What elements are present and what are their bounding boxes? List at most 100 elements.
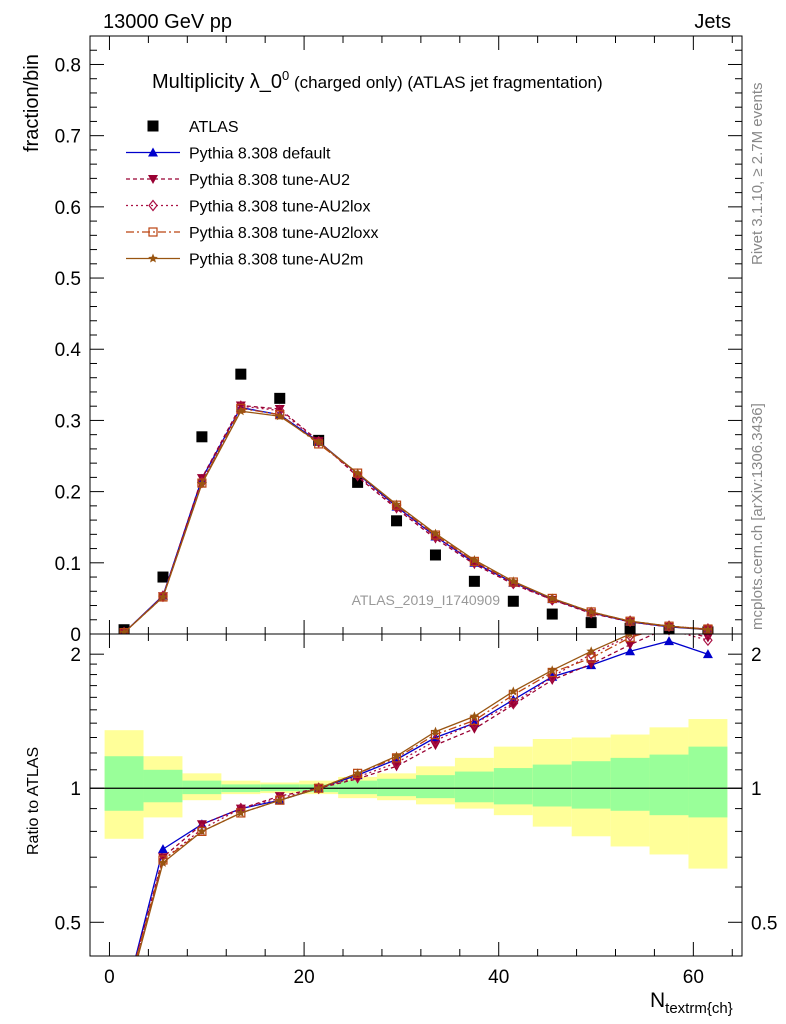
- band-inner-12: [571, 761, 611, 809]
- band-inner-15: [688, 746, 728, 818]
- main-point-5-0: [119, 627, 129, 634]
- ratio-axes: 0.5 0.51 12 20 20 40 60: [55, 633, 777, 988]
- main-ytick-label-1: 0.1: [55, 554, 81, 575]
- rivet-label: Rivet 3.1.10, ≥ 2.7M events: [749, 83, 766, 266]
- header-left: 13000 GeV pp: [103, 11, 232, 33]
- main-ytick-label-3: 0.3: [55, 411, 81, 432]
- ratio-bands: [90, 719, 742, 869]
- ratio-point-2-0: [120, 998, 128, 1008]
- ratio-point-2-6: [352, 771, 363, 783]
- ratio-point-4-7: [391, 751, 402, 761]
- band-inner-9: [454, 771, 494, 803]
- title-rest: (charged only) (ATLAS jet fragmentation): [289, 73, 602, 92]
- legend-marker-2: [148, 175, 158, 184]
- main-point-5-13: [625, 616, 635, 626]
- main-point-5-10: [508, 576, 519, 586]
- main-point-5-1: [158, 592, 168, 601]
- main-point-5-12: [586, 606, 596, 616]
- main-point-5-8: [430, 528, 441, 538]
- legend-marker-0: [147, 120, 159, 132]
- ratio-point-4-4: [275, 795, 285, 805]
- main-title: Multiplicity λ_00 (charged only) (ATLAS …: [152, 68, 603, 93]
- main-series-5: [119, 406, 713, 634]
- ratio-point-2-10: [508, 697, 519, 710]
- ratio-line-0: [135, 640, 709, 956]
- legend-label-3: Pythia 8.308 tune-AU2lox: [189, 199, 370, 216]
- main-ylabel: fraction/bin: [21, 54, 43, 152]
- ratio-point-4-8: [430, 726, 441, 736]
- legend-item-1: Pythia 8.308 default: [126, 146, 331, 163]
- ratio-series: [119, 634, 713, 1013]
- ratio-point-1-9: [469, 724, 480, 734]
- main-point-5-9: [469, 555, 480, 564]
- ratio-frame: [89, 633, 743, 957]
- ratio-point-2-14: [667, 634, 671, 636]
- ratio-point-2-9: [469, 717, 480, 730]
- watermark: ATLAS_2019_I1740909: [352, 592, 501, 608]
- ratio-line-2: [136, 634, 709, 956]
- mcplots-label: mcplots.cern.ch [arXiv:1306.3436]: [749, 403, 766, 630]
- legend-label-5: Pythia 8.308 tune-AU2m: [189, 252, 363, 269]
- legend-label-1: Pythia 8.308 default: [189, 146, 331, 163]
- main-point-0-12: [585, 617, 597, 629]
- band-inner-6: [338, 780, 378, 795]
- main-point-5-2: [197, 478, 207, 488]
- main-frame: [89, 35, 743, 635]
- ratio-point-2-7: [391, 756, 402, 769]
- main-point-5-15: [703, 624, 713, 634]
- ratio-point-4-9: [469, 711, 480, 721]
- main-point-0-7: [391, 515, 403, 527]
- main-series: [118, 368, 714, 634]
- ratio-ytick-label-1: 1: [70, 779, 81, 800]
- band-inner-13: [610, 757, 650, 811]
- ratio-series-4: [119, 634, 634, 1013]
- legend-label-0: ATLAS: [189, 119, 239, 136]
- band-inner-7: [377, 778, 416, 797]
- legend-item-0: ATLAS: [147, 119, 239, 136]
- main-point-0-2: [196, 431, 208, 443]
- ratio-point-4-0: [119, 1004, 129, 1013]
- main-point-5-14: [664, 621, 674, 631]
- band-inner-8: [416, 775, 455, 799]
- ratio-point-4-2: [197, 826, 207, 836]
- ratio-point-4-13: [627, 634, 634, 638]
- header-right: Jets: [694, 11, 731, 33]
- ratio-point-4-12: [586, 646, 596, 656]
- title-sup: 0: [282, 68, 289, 83]
- main-point-5-5: [313, 437, 324, 447]
- legend-item-5: Pythia 8.308 tune-AU2m: [126, 252, 363, 269]
- ratio-point-3-13: [625, 634, 635, 643]
- ratio-panel: Ratio to ATLAS 0.5 0.51 12 20 20 40 60 Ntextrm…: [25, 633, 777, 1017]
- main-point-5-11: [547, 593, 557, 603]
- ratio-point-4-6: [352, 768, 363, 778]
- xtick-label-3: 60: [683, 967, 704, 988]
- ratio-point-4-11: [547, 665, 557, 675]
- ratio-point-0-1: [157, 844, 168, 854]
- ratio-ytick-label-right-1: 1: [751, 779, 762, 800]
- title-main: Multiplicity λ_0: [152, 71, 282, 93]
- ratio-point-0-15: [702, 649, 713, 659]
- main-point-5-7: [391, 499, 402, 509]
- legend-item-3: Pythia 8.308 tune-AU2lox: [126, 199, 370, 216]
- main-ytick-label-8: 0.8: [55, 55, 81, 76]
- ratio-ytick-label-right-2: 2: [751, 645, 762, 666]
- main-ytick-label-2: 0.2: [55, 483, 81, 504]
- main-point-5-3: [236, 406, 246, 416]
- legend: ATLAS Pythia 8.308 default Pythia 8.308 tu…: [126, 119, 378, 269]
- legend-marker-5: [148, 253, 158, 263]
- ratio-point-3-12: [586, 653, 596, 663]
- ratio-point-2-15: [703, 634, 713, 647]
- ratio-point-2-11: [547, 670, 558, 683]
- band-inner-14: [649, 754, 689, 816]
- ratio-line-4: [137, 634, 633, 956]
- legend-item-4: Pythia 8.308 tune-AU2loxx: [126, 225, 378, 242]
- ratio-point-4-1: [158, 857, 168, 867]
- legend-marker-3: [148, 199, 158, 212]
- ratio-point-1-10: [508, 700, 519, 710]
- main-point-3-9: [469, 556, 480, 569]
- ratio-ytick-label-0: 0.5: [55, 913, 81, 934]
- main-point-0-13: [624, 622, 636, 634]
- main-point-0-6: [352, 476, 364, 488]
- ratio-ytick-label-2: 2: [70, 645, 81, 666]
